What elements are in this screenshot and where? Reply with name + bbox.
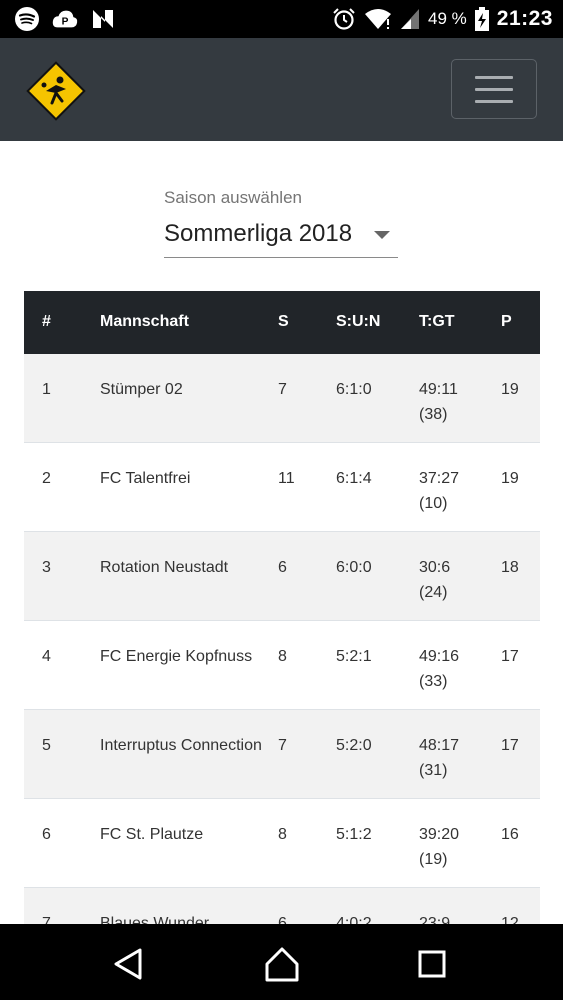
record-cell: 6:1:0 — [336, 381, 372, 398]
clock: 21:23 — [496, 7, 553, 30]
points-cell: 16 — [501, 826, 519, 843]
column-header-team[interactable]: Mannschaft — [100, 313, 189, 330]
games-cell: 8 — [278, 648, 287, 665]
spotify-icon — [14, 6, 40, 32]
table-row[interactable]: 2 FC Talentfrei 11 6:1:4 37:27 (10) 19 — [24, 443, 540, 532]
goal-difference: (38) — [419, 406, 448, 423]
goals-value: 37:27 — [419, 470, 460, 487]
goals-value: 23:9 — [419, 915, 451, 924]
games-cell: 7 — [278, 737, 287, 754]
games-cell: 6 — [278, 915, 287, 924]
svg-text:P: P — [62, 17, 69, 28]
rank-cell: 2 — [42, 470, 51, 487]
record-cell: 4:0:2 — [336, 915, 372, 924]
record-cell: 5:1:2 — [336, 826, 372, 843]
goals-value: 30:6 — [419, 559, 451, 576]
table-row[interactable]: 1 Stümper 02 7 6:1:0 49:11 (38) 19 — [24, 354, 540, 443]
rank-cell: 3 — [42, 559, 51, 576]
nfc-icon — [90, 6, 116, 32]
points-cell: 17 — [501, 648, 519, 665]
home-icon[interactable] — [262, 944, 302, 984]
record-cell: 5:2:0 — [336, 737, 372, 754]
hamburger-menu-button[interactable] — [451, 59, 537, 119]
goal-difference: (24) — [419, 584, 448, 601]
hamburger-line — [475, 75, 513, 79]
season-select[interactable]: Sommerliga 2018 — [164, 214, 398, 258]
season-select-label: Saison auswählen — [164, 188, 302, 207]
goals-cell: 39:20 (19) — [419, 822, 489, 872]
back-icon[interactable] — [108, 944, 148, 984]
club-logo-icon[interactable] — [26, 61, 86, 121]
goal-difference: (31) — [419, 762, 448, 779]
parking-icon: P — [52, 6, 78, 32]
points-cell: 19 — [501, 470, 519, 487]
column-header-record[interactable]: S:U:N — [336, 313, 381, 330]
goals-value: 39:20 — [419, 826, 460, 843]
points-cell: 12 — [501, 915, 519, 924]
record-cell: 5:2:1 — [336, 648, 372, 665]
goals-cell: 48:17 (31) — [419, 733, 489, 783]
goals-value: 49:16 — [419, 648, 460, 665]
rank-cell: 1 — [42, 381, 51, 398]
goal-difference: (19) — [419, 851, 448, 868]
rank-cell: 5 — [42, 737, 51, 754]
table-row[interactable]: 3 Rotation Neustadt 6 6:0:0 30:6 (24) 18 — [24, 532, 540, 621]
team-cell: FC Energie Kopfnuss — [100, 648, 253, 665]
points-cell: 17 — [501, 737, 519, 754]
table-row[interactable]: 7 Blaues Wunder 6 4:0:2 23:9 12 — [24, 888, 540, 924]
table-row[interactable]: 5 Interruptus Connection 7 5:2:0 48:17 (3… — [24, 710, 540, 799]
alarm-icon — [333, 8, 355, 30]
table-row[interactable]: 4 FC Energie Kopfnuss 8 5:2:1 49:16 (33) … — [24, 621, 540, 710]
recents-icon[interactable] — [412, 944, 452, 984]
goal-difference: (10) — [419, 495, 448, 512]
season-selected-value: Sommerliga 2018 — [164, 220, 353, 247]
table-row[interactable]: 6 FC St. Plautze 8 5:1:2 39:20 (19) 16 — [24, 799, 540, 888]
app-header — [0, 38, 563, 141]
rank-cell: 6 — [42, 826, 51, 843]
league-table: # Mannschaft S S:U:N T:GT P 1 Stümper 02… — [24, 291, 540, 924]
games-cell: 7 — [278, 381, 287, 398]
battery-charging-icon — [474, 7, 489, 31]
team-cell: Blaues Wunder — [100, 915, 210, 924]
rank-cell: 4 — [42, 648, 51, 665]
goals-cell: 37:27 (10) — [419, 466, 489, 516]
column-header-points[interactable]: P — [501, 313, 512, 330]
table-header: # Mannschaft S S:U:N T:GT P — [24, 291, 540, 354]
goals-cell: 49:16 (33) — [419, 644, 489, 694]
team-cell: Interruptus Connection — [100, 737, 262, 754]
battery-percent: 49 % — [428, 9, 467, 28]
games-cell: 8 — [278, 826, 287, 843]
games-cell: 11 — [278, 470, 295, 487]
record-cell: 6:1:4 — [336, 470, 372, 487]
status-bar-notifications: P — [14, 6, 116, 32]
goal-difference: (33) — [419, 673, 448, 690]
status-bar: P 49 % 21:23 — [0, 0, 563, 38]
team-cell: FC Talentfrei — [100, 470, 191, 487]
goals-value: 48:17 — [419, 737, 460, 754]
goals-cell: 49:11 (38) — [419, 377, 489, 427]
team-cell: Rotation Neustadt — [100, 559, 229, 576]
system-navigation-bar — [0, 924, 563, 1000]
hamburger-line — [475, 87, 513, 91]
games-cell: 6 — [278, 559, 287, 576]
status-bar-system: 49 % 21:23 — [332, 4, 553, 34]
column-header-games[interactable]: S — [278, 313, 289, 330]
points-cell: 18 — [501, 559, 519, 576]
wifi-icon — [365, 9, 392, 29]
team-cell: FC St. Plautze — [100, 826, 204, 843]
goals-cell: 30:6 (24) — [419, 555, 489, 605]
rank-cell: 7 — [42, 915, 51, 924]
team-cell: Stümper 02 — [100, 381, 183, 398]
goals-cell: 23:9 — [419, 911, 489, 924]
points-cell: 19 — [501, 381, 519, 398]
signal-icon — [401, 9, 420, 29]
hamburger-line — [475, 99, 513, 103]
goals-value: 49:11 — [419, 381, 458, 398]
column-header-goals[interactable]: T:GT — [419, 313, 455, 330]
column-header-rank[interactable]: # — [42, 313, 51, 330]
record-cell: 6:0:0 — [336, 559, 372, 576]
chevron-down-icon — [374, 231, 390, 239]
